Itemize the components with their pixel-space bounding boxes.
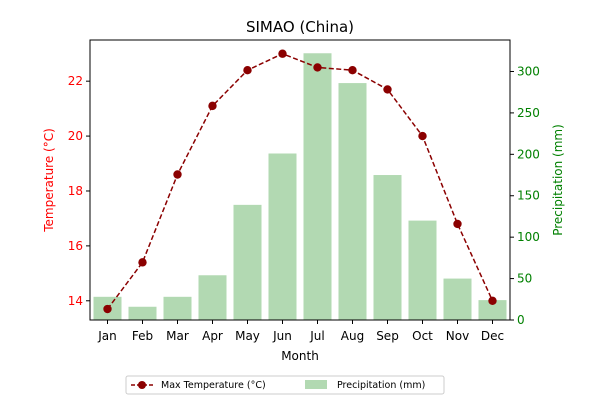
x-tick-label: Jun: [272, 329, 292, 343]
y-right-tick-label: 300: [517, 64, 540, 78]
precipitation-bar-mar: [163, 296, 192, 320]
y-axis-left-label: Temperature (°C): [42, 128, 56, 233]
y-right-tick-label: 100: [517, 230, 540, 244]
y-axis-left: 14 16 18 20 22: [68, 74, 90, 308]
x-tick-label: Oct: [412, 329, 433, 343]
y-left-tick-label: 16: [68, 239, 83, 253]
temperature-line: [106, 52, 494, 310]
x-tick-label: May: [235, 329, 260, 343]
y-left-tick-label: 18: [68, 184, 83, 198]
precipitation-bar-jun: [268, 153, 297, 320]
y-right-tick-label: 250: [517, 106, 540, 120]
temperature-point-oct: [418, 131, 427, 141]
temperature-point-aug: [348, 65, 357, 75]
y-right-tick-label: 50: [517, 272, 532, 286]
x-tick-label: Feb: [132, 329, 153, 343]
y-left-tick-label: 20: [68, 129, 83, 143]
legend-precipitation-label: Precipitation (mm): [337, 380, 425, 391]
precipitation-bar-oct: [408, 220, 437, 320]
temperature-point-feb: [138, 258, 147, 267]
temperature-point-jul: [313, 63, 322, 72]
precipitation-bars: [93, 53, 507, 321]
y-right-tick-label: 150: [517, 189, 540, 203]
temperature-point-jun: [278, 49, 287, 58]
legend-temperature-label: Max Temperature (°C): [161, 380, 266, 391]
temperature-point-dec: [488, 296, 497, 305]
x-tick-label: Jul: [309, 329, 324, 343]
precipitation-bar-aug: [338, 83, 367, 320]
temperature-point-may: [243, 65, 252, 75]
legend-precipitation-swatch: [305, 380, 327, 389]
precipitation-bar-feb: [128, 306, 157, 320]
precipitation-bar-may: [233, 204, 262, 320]
y-left-tick-label: 14: [68, 294, 83, 308]
precipitation-bar-nov: [443, 278, 472, 320]
x-axis: Jan Feb Mar Apr May Jun Jul Aug Sep Oct Nov Dec: [97, 320, 504, 343]
chart-title: SIMAO (China): [246, 18, 354, 36]
temperature-point-mar: [173, 170, 182, 179]
temperature-line-layer: [103, 49, 497, 314]
x-tick-label: Dec: [481, 329, 504, 343]
y-right-tick-label: 200: [517, 147, 540, 161]
y-left-tick-label: 22: [68, 74, 83, 88]
x-tick-label: Apr: [202, 329, 223, 343]
temperature-point-nov: [453, 219, 462, 229]
y-axis-right-label: Precipitation (mm): [551, 124, 565, 236]
plot-frame: [89, 39, 511, 321]
temperature-point-apr: [208, 101, 217, 111]
y-axis-right: 0 50 100 150 200 250 300: [510, 64, 540, 327]
precipitation-bar-dec: [478, 300, 507, 320]
x-tick-label: Nov: [446, 329, 469, 343]
x-tick-label: Mar: [166, 329, 189, 343]
precipitation-bar-apr: [198, 275, 227, 320]
x-tick-label: Aug: [341, 329, 364, 343]
legend-frame: [125, 375, 445, 395]
x-axis-label: Month: [281, 349, 319, 363]
temperature-point-sep: [383, 85, 392, 94]
precipitation-bar-sep: [373, 175, 402, 320]
legend: Max Temperature (°C) Precipitation (mm): [125, 375, 445, 395]
precipitation-bar-jul: [303, 53, 332, 321]
temperature-point-jan: [103, 304, 112, 314]
legend-temperature-swatch-marker: [138, 381, 146, 389]
y-right-tick-label: 0: [517, 313, 525, 327]
x-tick-label: Jan: [97, 329, 117, 343]
x-tick-label: Sep: [376, 329, 399, 343]
